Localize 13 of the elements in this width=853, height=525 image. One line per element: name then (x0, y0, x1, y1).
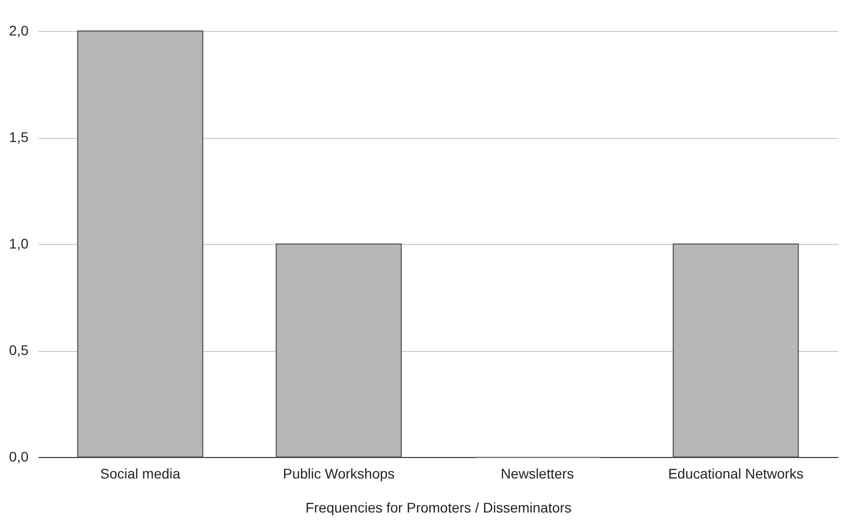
x-tick-label: Social media (100, 466, 181, 482)
y-tick-label: 2,0 (9, 22, 29, 38)
x-tick-label: Educational Networks (668, 466, 804, 482)
x-tick-label: Public Workshops (282, 466, 395, 482)
x-axis-title: Frequencies for Promoters / Disseminators (305, 500, 572, 516)
y-tick-label: 1,0 (9, 236, 29, 252)
x-tick-label: Newsletters (500, 466, 574, 482)
bar (77, 30, 204, 458)
y-tick-label: 0,0 (9, 448, 29, 464)
y-tick-label: 0,5 (9, 342, 29, 358)
bar (276, 244, 402, 458)
y-tick-label: 1,5 (9, 129, 29, 145)
bar (672, 244, 799, 458)
